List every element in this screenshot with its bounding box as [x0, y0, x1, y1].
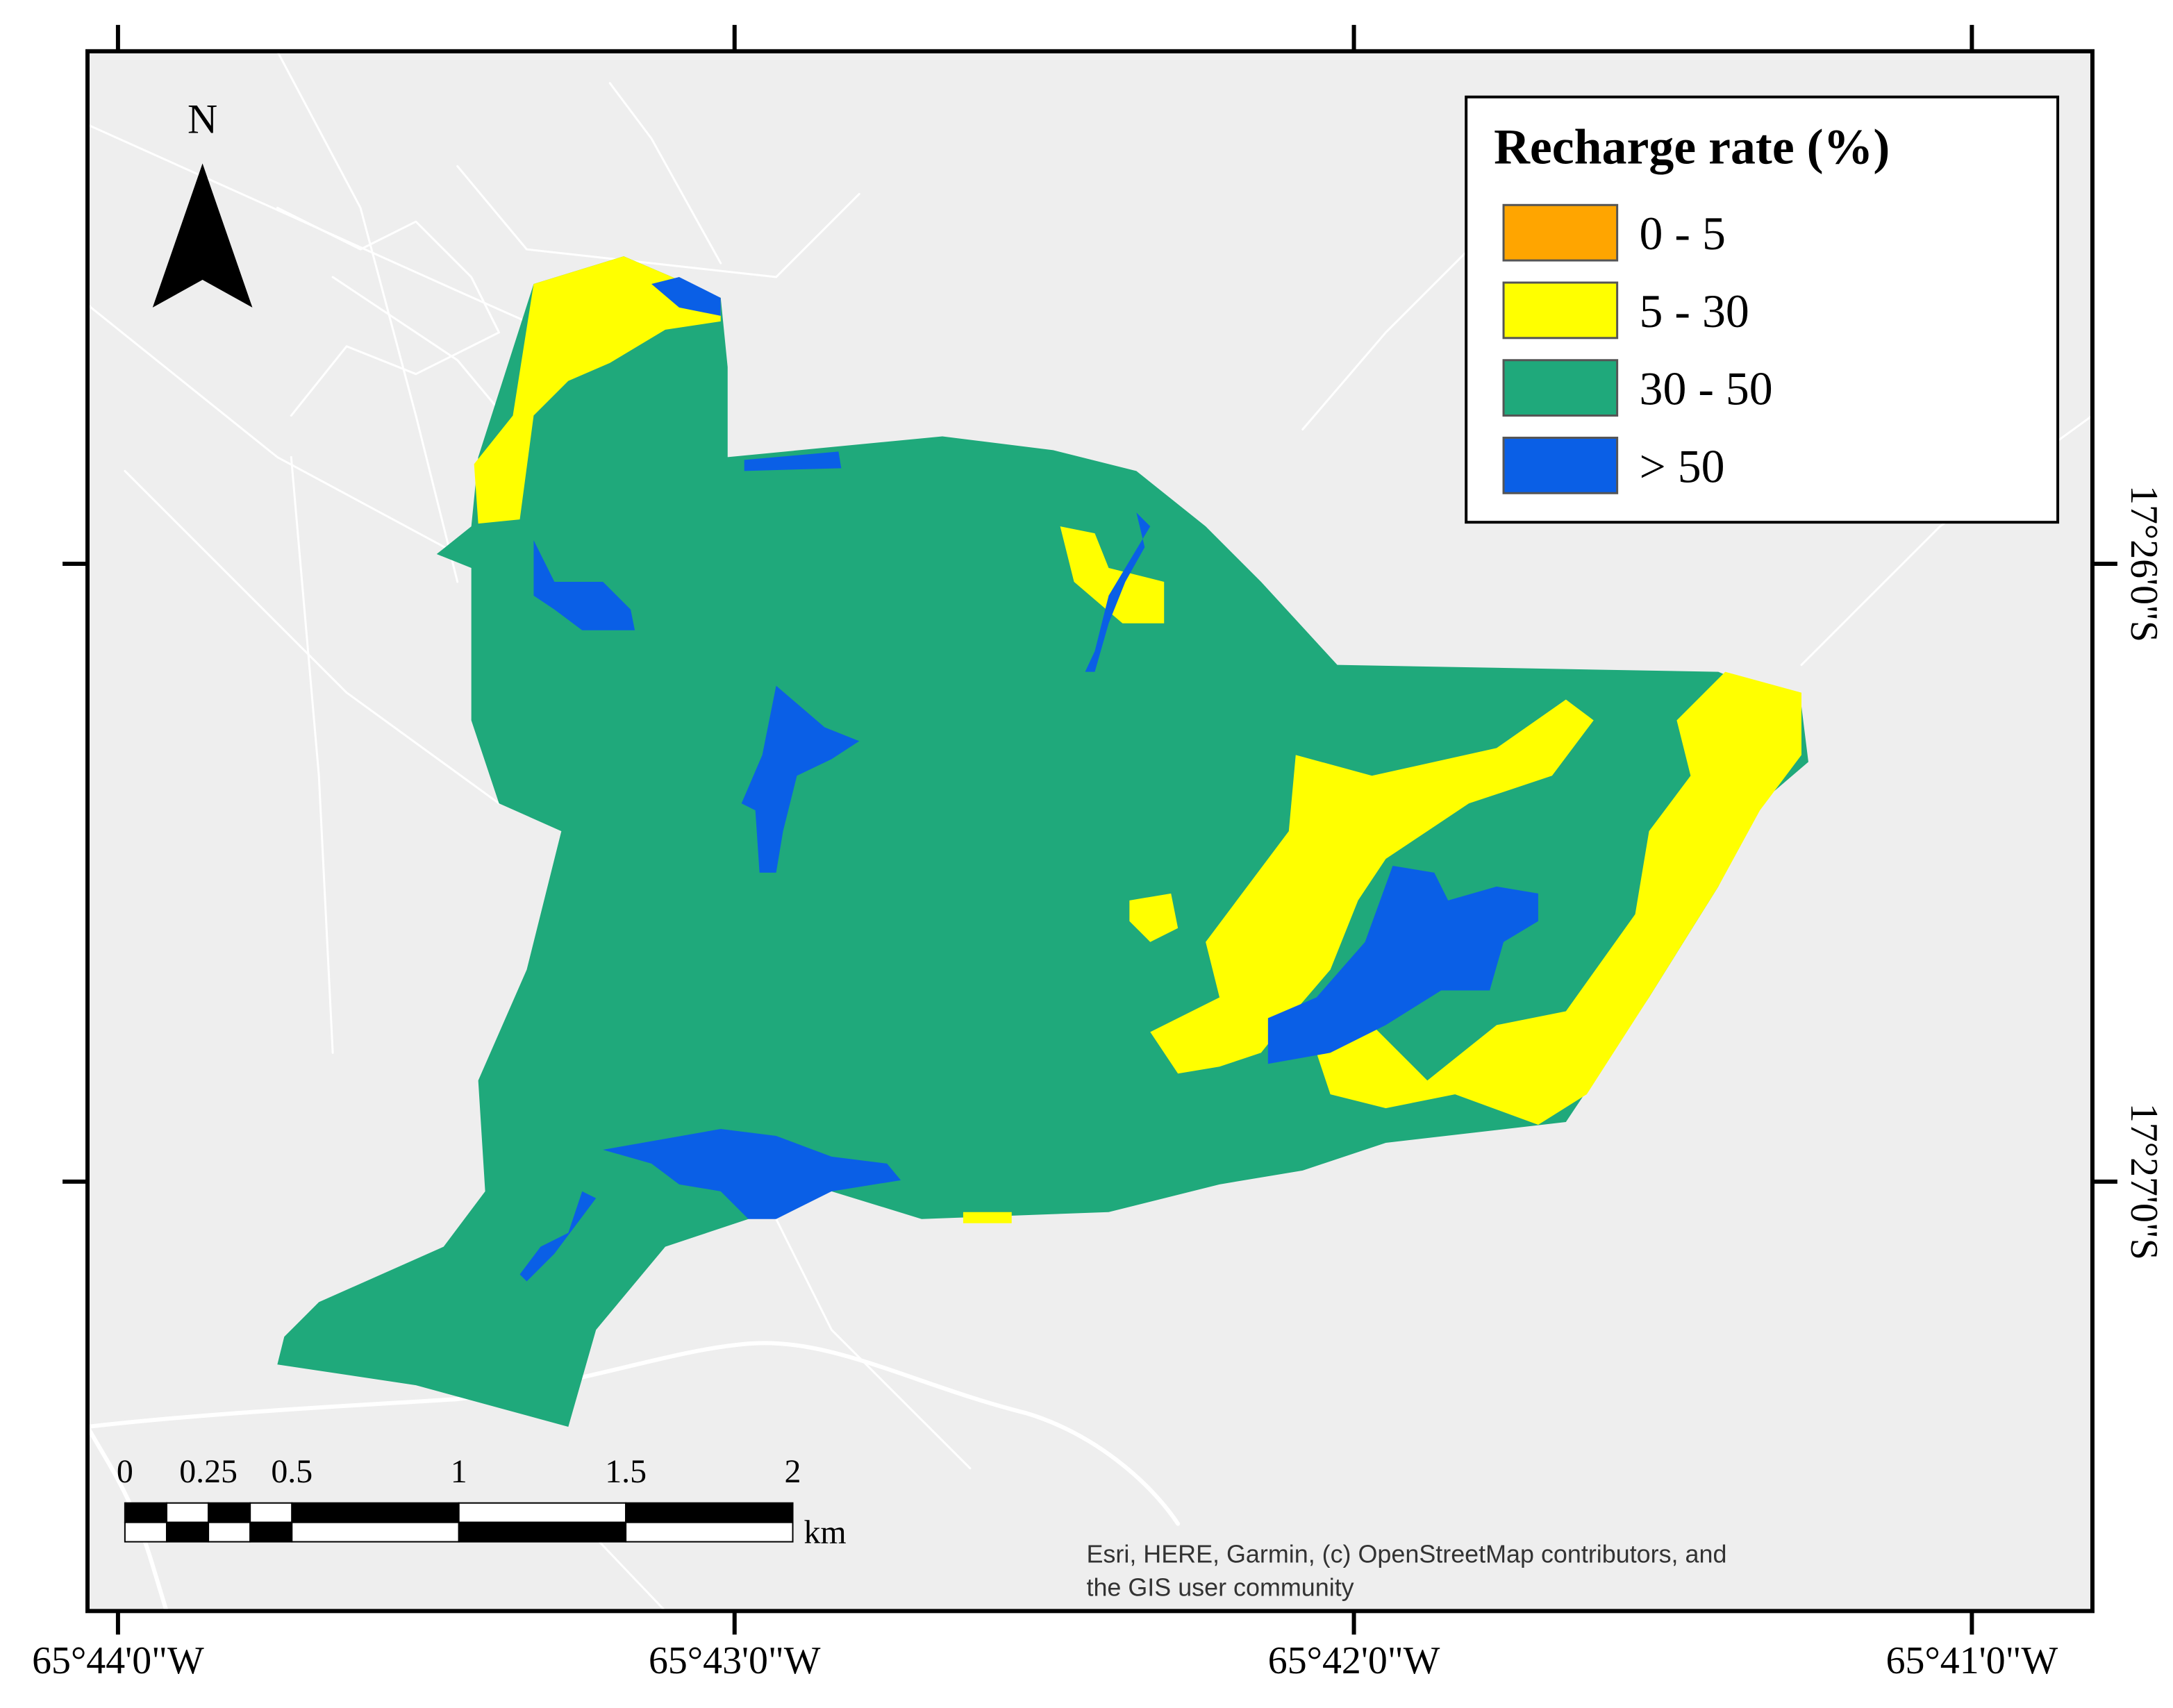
- zone-over-50: [741, 685, 860, 873]
- scale-label: 2: [785, 1453, 801, 1490]
- legend: Recharge rate (%) 0 - 5 5 - 30 30 - 50 > 50: [1465, 95, 2060, 524]
- legend-label: 30 - 50: [1640, 363, 1773, 415]
- attribution-line: the GIS user community: [1087, 1573, 1354, 1601]
- scale-label: 1: [451, 1453, 467, 1490]
- zone-5-30: [1150, 699, 1594, 1074]
- zone-over-50: [603, 1129, 901, 1219]
- scale-segment: [124, 1521, 167, 1543]
- north-arrow-shape: [152, 163, 253, 308]
- zone-5-30: [963, 1212, 1012, 1223]
- zone-5-30: [1129, 893, 1179, 942]
- recharge-zones: [277, 256, 1808, 1427]
- zone-5-30: [1316, 671, 1801, 1125]
- longitude-label: 65°44'0"W: [32, 1639, 204, 1682]
- zone-5-30: [1060, 526, 1165, 623]
- roads: [85, 50, 2094, 1614]
- scale-segment: [208, 1502, 251, 1523]
- scale-unit: km: [804, 1514, 846, 1551]
- attribution-line: Esri, HERE, Garmin, (c) OpenStreetMap co…: [1087, 1540, 1727, 1568]
- legend-swatch: [1502, 281, 1619, 340]
- longitude-label: 65°43'0"W: [649, 1639, 821, 1682]
- scale-segment: [249, 1502, 293, 1523]
- scale-label: 1.5: [605, 1453, 647, 1490]
- scale-label: 0.5: [271, 1453, 313, 1490]
- scale-segment: [249, 1521, 293, 1543]
- scale-segment: [165, 1521, 210, 1543]
- zone-over-50: [744, 451, 842, 471]
- legend-swatch: [1502, 203, 1619, 262]
- scale-segment: [625, 1521, 794, 1543]
- zone-over-50: [1267, 865, 1538, 1064]
- legend-swatch: [1502, 436, 1619, 494]
- zone-5-30: [474, 256, 721, 524]
- longitude-label: 65°41'0"W: [1886, 1639, 2058, 1682]
- scale-segment: [458, 1521, 627, 1543]
- zone-over-50: [1085, 512, 1151, 672]
- zone-over-50: [651, 277, 721, 316]
- scale-bar: 0 0.25 0.5 1 1.5 2km: [117, 1453, 847, 1551]
- map-frame: [85, 49, 2095, 1614]
- legend-label: 5 - 30: [1640, 285, 1749, 337]
- scale-segment: [291, 1521, 460, 1543]
- north-arrow: N: [152, 97, 253, 308]
- scale-segment: [208, 1521, 251, 1543]
- longitude-label: 65°42'0"W: [1268, 1639, 1440, 1682]
- graticule-ticks: 65°44'0"W 65°43'0"W 65°42'0"W 65°41'0"W 17°2…: [32, 24, 2165, 1682]
- zone-over-50: [519, 1191, 597, 1282]
- legend-label: > 50: [1640, 440, 1725, 492]
- scale-segment: [291, 1502, 460, 1523]
- latitude-label: 17°27'0"S: [2122, 1103, 2165, 1260]
- scale-segment: [625, 1502, 794, 1523]
- latitude-label: 17°26'0"S: [2122, 485, 2165, 642]
- scale-segment: [165, 1502, 210, 1523]
- scale-label: 0.25: [179, 1453, 238, 1490]
- zone-over-50: [533, 540, 635, 630]
- scale-segment: [458, 1502, 627, 1523]
- scale-label: 0: [117, 1453, 133, 1490]
- north-label: N: [188, 97, 217, 142]
- scale-segment: [124, 1502, 167, 1523]
- legend-label: 0 - 5: [1640, 208, 1726, 260]
- zone-30-50: [277, 256, 1808, 1427]
- legend-swatch: [1502, 359, 1619, 417]
- legend-title: Recharge rate (%): [1494, 119, 1890, 174]
